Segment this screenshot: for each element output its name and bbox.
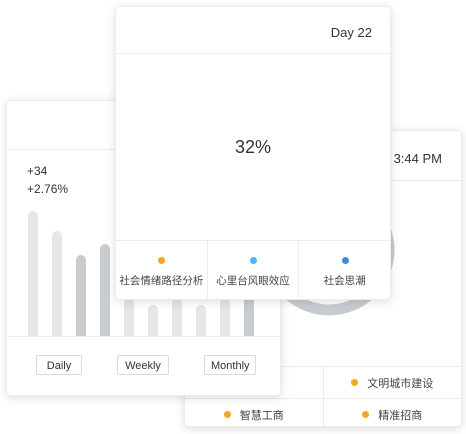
category-dot [250, 257, 257, 264]
category-item[interactable]: 社会思潮 [298, 241, 390, 299]
divider [116, 53, 390, 54]
category-item[interactable]: 社会情绪路径分析 [116, 241, 207, 299]
weekly-button[interactable]: Weekly [117, 355, 169, 375]
bar [28, 211, 38, 337]
bar [76, 255, 86, 337]
stat-percent: +2.76% [27, 182, 69, 196]
category-dot [341, 257, 349, 264]
legend-dot [362, 411, 370, 418]
legend-row: 智慧工商 精准招商 [185, 399, 462, 426]
percent-card: Day 22 32% 社会情绪路径分析 心里台风眼效应 社会思潮 [115, 6, 391, 300]
bar [100, 244, 110, 337]
legend-row: 文明城市建设 [185, 367, 461, 399]
legend-item: 智慧工商 [185, 399, 323, 426]
category-label: 心里台风眼效应 [216, 275, 290, 287]
legend-dot [223, 411, 231, 418]
bar [220, 299, 230, 337]
bar [244, 293, 254, 337]
legend-item: 精准招商 [322, 399, 462, 426]
day-label: Day 22 [330, 25, 372, 40]
category-label: 社会情绪路径分析 [119, 275, 204, 287]
legend-dot [351, 379, 359, 386]
bar-chart [7, 211, 280, 337]
category-label: 社会思潮 [323, 275, 366, 287]
category-footer: 社会情绪路径分析 心里台风眼效应 社会思潮 [116, 240, 390, 299]
legend-label: 文明城市建设 [367, 377, 434, 390]
bar [52, 231, 62, 337]
bar [148, 305, 158, 337]
bar [124, 299, 134, 337]
legend-item: 文明城市建设 [322, 367, 462, 398]
legend-label: 精准招商 [378, 409, 423, 422]
category-dot [158, 257, 166, 264]
category-item[interactable]: 心里台风眼效应 [206, 241, 299, 299]
percent-value: 32% [234, 137, 272, 157]
divider [7, 336, 280, 337]
stat-count: +34 [27, 164, 48, 178]
bar [196, 305, 206, 337]
legend-label: 智慧工商 [239, 409, 284, 422]
daily-button[interactable]: Daily [36, 355, 82, 375]
legend: 文明城市建设 智慧工商 精准招商 [185, 366, 462, 426]
bar [172, 299, 182, 337]
time-label: 3:44 PM [393, 151, 442, 166]
monthly-button[interactable]: Monthly [204, 355, 256, 375]
